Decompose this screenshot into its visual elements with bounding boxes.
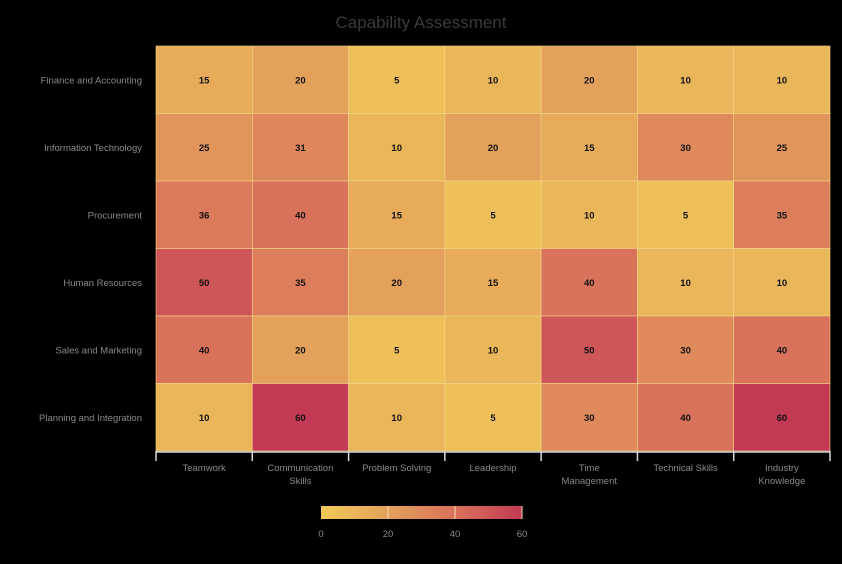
cell-value-label: 5: [490, 210, 496, 221]
heatmap-cell: [348, 383, 446, 452]
cell-value-label: 31: [295, 143, 306, 154]
column-label: Time Management: [562, 463, 618, 487]
heatmap-cell: [637, 113, 735, 182]
row-label: Planning and Integration: [39, 413, 142, 424]
heatmap-grid: 15 20 5 10 20 10 10 25 31 10 20 15 30 25 36 40 15 5 10 5 35 5…: [155, 45, 831, 452]
cell-value-label: 50: [199, 278, 210, 289]
heatmap-cell: [637, 248, 735, 317]
cell-value-label: 20: [488, 143, 499, 154]
cell-value-label: 5: [394, 345, 400, 356]
column-label: Communication Skills: [267, 463, 333, 487]
heatmap-cell: [251, 248, 349, 317]
cell-value-label: 10: [680, 75, 691, 86]
heatmap-cell: [348, 113, 446, 182]
cell-value-label: 36: [199, 210, 210, 221]
cell-value-label: 40: [295, 210, 306, 221]
heatmap-cell: [540, 180, 638, 249]
heatmap-cell: [155, 315, 253, 384]
row-label: Information Technology: [44, 143, 142, 154]
heatmap-cell: [155, 383, 253, 452]
cell-value-label: 10: [199, 413, 210, 424]
cell-value-label: 10: [680, 278, 691, 289]
heatmap-cell: [444, 45, 542, 114]
heatmap-cell: [733, 315, 831, 384]
cell-value-label: 25: [777, 143, 788, 154]
cell-value-label: 15: [391, 210, 402, 221]
cell-value-label: 10: [777, 278, 788, 289]
cell-value-label: 60: [777, 413, 788, 424]
cell-value-label: 40: [680, 413, 691, 424]
colorbar-gradient: [321, 506, 522, 519]
heatmap-cell: [540, 45, 638, 114]
heatmap-cell: [348, 315, 446, 384]
cell-value-label: 30: [680, 143, 691, 154]
heatmap-cell: [251, 383, 349, 452]
cell-value-label: 30: [584, 413, 595, 424]
column-label: Problem Solving: [362, 463, 431, 474]
row-label: Finance and Accounting: [41, 75, 142, 86]
cell-value-label: 20: [295, 75, 306, 86]
heatmap-cell: [733, 248, 831, 317]
cell-value-label: 40: [199, 345, 210, 356]
row-label: Procurement: [88, 210, 143, 221]
cell-value-label: 15: [584, 143, 595, 154]
cell-value-label: 10: [488, 345, 499, 356]
row-label: Human Resources: [63, 278, 142, 289]
heatmap-cell: [155, 45, 253, 114]
column-label: Technical Skills: [653, 463, 718, 474]
cell-value-label: 10: [391, 143, 402, 154]
heatmap-cell: [540, 113, 638, 182]
cell-value-label: 5: [683, 210, 689, 221]
heatmap-cell: [444, 383, 542, 452]
row-labels: Finance and Accounting Information Techno…: [39, 75, 142, 424]
heatmap-cell: [155, 180, 253, 249]
column-label: Industry Knowledge: [758, 463, 805, 487]
cell-value-label: 40: [777, 345, 788, 356]
heatmap-cell: [637, 383, 735, 452]
cell-value-label: 15: [488, 278, 499, 289]
cell-value-label: 15: [199, 75, 210, 86]
heatmap-cell: [540, 383, 638, 452]
cell-value-label: 30: [680, 345, 691, 356]
cell-value-label: 60: [295, 413, 306, 424]
heatmap-cell: [348, 45, 446, 114]
column-labels: Teamwork Communication Skills Problem Solvi…: [155, 451, 831, 487]
heatmap-cell: [155, 248, 253, 317]
column-label: Teamwork: [182, 463, 226, 474]
heatmap-cell: [637, 45, 735, 114]
heatmap-cell: [251, 45, 349, 114]
heatmap-cell: [733, 113, 831, 182]
cell-value-label: 10: [391, 413, 402, 424]
cell-value-label: 10: [488, 75, 499, 86]
heatmap-cell: [348, 180, 446, 249]
cell-value-label: 50: [584, 345, 595, 356]
colorbar-tick-label: 0: [318, 529, 323, 540]
cell-value-label: 20: [584, 75, 595, 86]
cell-value-label: 5: [394, 75, 400, 86]
cell-value-label: 10: [777, 75, 788, 86]
chart-title: Capability Assessment: [335, 13, 506, 32]
cell-value-label: 25: [199, 143, 210, 154]
cell-value-label: 35: [295, 278, 306, 289]
heatmap-cell: [637, 180, 735, 249]
heatmap-cell: [733, 180, 831, 249]
heatmap-cell: [444, 248, 542, 317]
heatmap-cell: [251, 180, 349, 249]
heatmap-cell: [444, 180, 542, 249]
cell-value-label: 40: [584, 278, 595, 289]
cell-value-label: 10: [584, 210, 595, 221]
heatmap-cell: [733, 383, 831, 452]
column-label: Leadership: [469, 463, 516, 474]
colorbar-tick-label: 20: [383, 529, 394, 540]
colorbar-tick-label: 60: [517, 529, 528, 540]
colorbar: 0 20 40 60: [318, 506, 527, 540]
cell-value-label: 20: [391, 278, 402, 289]
cell-value-label: 20: [295, 345, 306, 356]
cell-value-label: 35: [777, 210, 788, 221]
colorbar-tick-label: 40: [450, 529, 461, 540]
cell-value-label: 5: [490, 413, 496, 424]
row-label: Sales and Marketing: [55, 345, 142, 356]
heatmap-cell: [155, 113, 253, 182]
